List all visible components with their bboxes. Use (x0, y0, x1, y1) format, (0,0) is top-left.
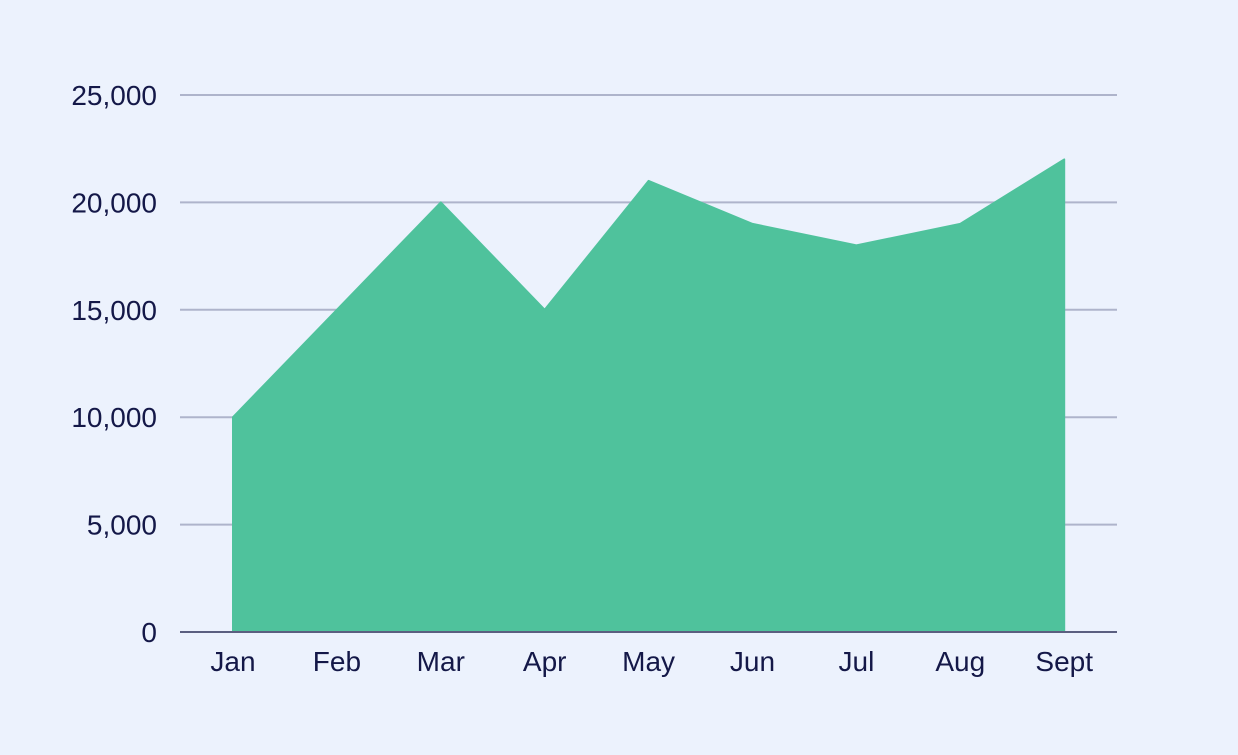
y-tick-label: 25,000 (71, 80, 157, 111)
x-tick-label: Aug (935, 646, 985, 677)
y-axis-tick-labels: 0 5,000 10,000 15,000 20,000 25,000 (71, 80, 157, 648)
area-series (233, 159, 1064, 632)
y-tick-label: 10,000 (71, 402, 157, 433)
y-tick-label: 20,000 (71, 187, 157, 218)
y-tick-label: 5,000 (87, 510, 157, 541)
x-tick-label: Mar (417, 646, 465, 677)
x-tick-label: May (622, 646, 675, 677)
x-tick-label: Jul (839, 646, 875, 677)
y-tick-label: 0 (141, 617, 157, 648)
x-tick-label: Jan (210, 646, 255, 677)
y-tick-label: 15,000 (71, 295, 157, 326)
x-axis-tick-labels: Jan Feb Mar Apr May Jun Jul Aug Sept (210, 646, 1093, 677)
area-fill (233, 159, 1064, 632)
x-tick-label: Apr (523, 646, 567, 677)
x-tick-label: Jun (730, 646, 775, 677)
x-tick-label: Feb (313, 646, 361, 677)
x-tick-label: Sept (1035, 646, 1093, 677)
